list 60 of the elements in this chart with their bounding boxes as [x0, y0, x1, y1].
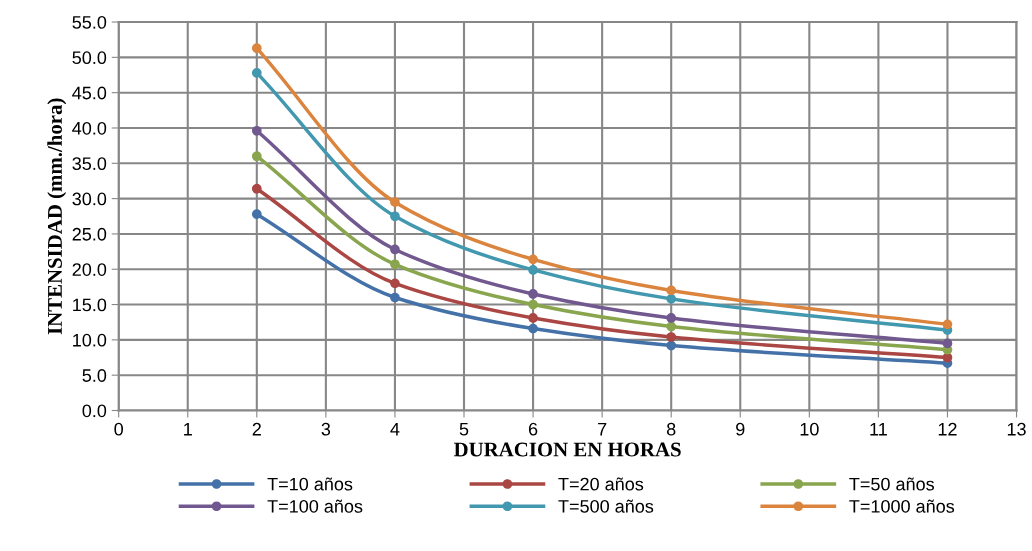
x-tick-label: 12 — [938, 422, 957, 436]
x-tick-label: 8 — [666, 422, 676, 436]
point — [390, 278, 400, 289]
legend-label: T=20 años — [558, 477, 644, 491]
point — [666, 313, 677, 323]
point — [251, 151, 262, 162]
y-tick-label: 0.0 — [82, 404, 107, 418]
x-tick-label: 10 — [800, 422, 819, 436]
point — [251, 183, 262, 194]
y-axis-title: INTENSIDAD (mm./hora) — [47, 98, 67, 335]
x-tick-label: 11 — [870, 422, 887, 436]
point — [666, 321, 677, 332]
y-tick-label: 35.0 — [72, 157, 107, 171]
legend-label: T=50 años — [849, 477, 935, 491]
x-tick-label: 2 — [252, 422, 261, 436]
legend-label: T=100 años — [267, 499, 363, 513]
x-tick-label: 4 — [390, 422, 400, 436]
point — [942, 338, 953, 349]
y-tick-label: 55.0 — [72, 15, 107, 29]
y-tick-label: 40.0 — [72, 121, 107, 135]
point — [251, 68, 262, 78]
point — [666, 285, 677, 296]
y-tick-label: 50.0 — [72, 51, 107, 65]
x-tick-label: 9 — [736, 422, 745, 436]
x-tick-label: 5 — [459, 422, 469, 436]
y-tick-label: 10.0 — [73, 333, 107, 347]
point — [666, 340, 677, 351]
point — [528, 265, 538, 275]
x-tick-label: 13 — [1007, 422, 1026, 436]
x-tick-label: 1 — [184, 422, 192, 436]
point — [528, 254, 538, 265]
x-tick-label: 6 — [528, 422, 538, 436]
point — [390, 259, 400, 270]
point — [251, 209, 262, 220]
legend-label: T=500 años — [558, 499, 654, 513]
x-axis-title: DURACION EN HORAS — [453, 442, 681, 457]
point — [390, 197, 400, 208]
point — [528, 289, 538, 299]
y-tick-label: 15.0 — [73, 298, 107, 312]
point — [666, 332, 677, 342]
y-tick-label: 25.0 — [72, 227, 107, 241]
point — [251, 125, 262, 136]
x-tick-label: 7 — [598, 422, 607, 436]
legend-label: T=10 años — [267, 477, 353, 491]
point — [390, 244, 400, 255]
point — [528, 323, 538, 334]
y-tick-label: 45.0 — [72, 86, 107, 100]
y-tick-label: 30.0 — [72, 192, 107, 206]
point — [666, 294, 677, 304]
point — [390, 211, 400, 222]
point — [528, 299, 538, 310]
legend-label: T=1000 años — [849, 499, 955, 513]
point — [390, 292, 400, 303]
point — [528, 313, 538, 323]
x-tick-label: 3 — [321, 422, 331, 436]
x-tick-label: 0 — [114, 422, 123, 436]
point — [251, 43, 262, 54]
y-tick-label: 20.0 — [72, 263, 107, 276]
point — [942, 319, 953, 330]
y-tick-label: 5.0 — [82, 369, 107, 382]
